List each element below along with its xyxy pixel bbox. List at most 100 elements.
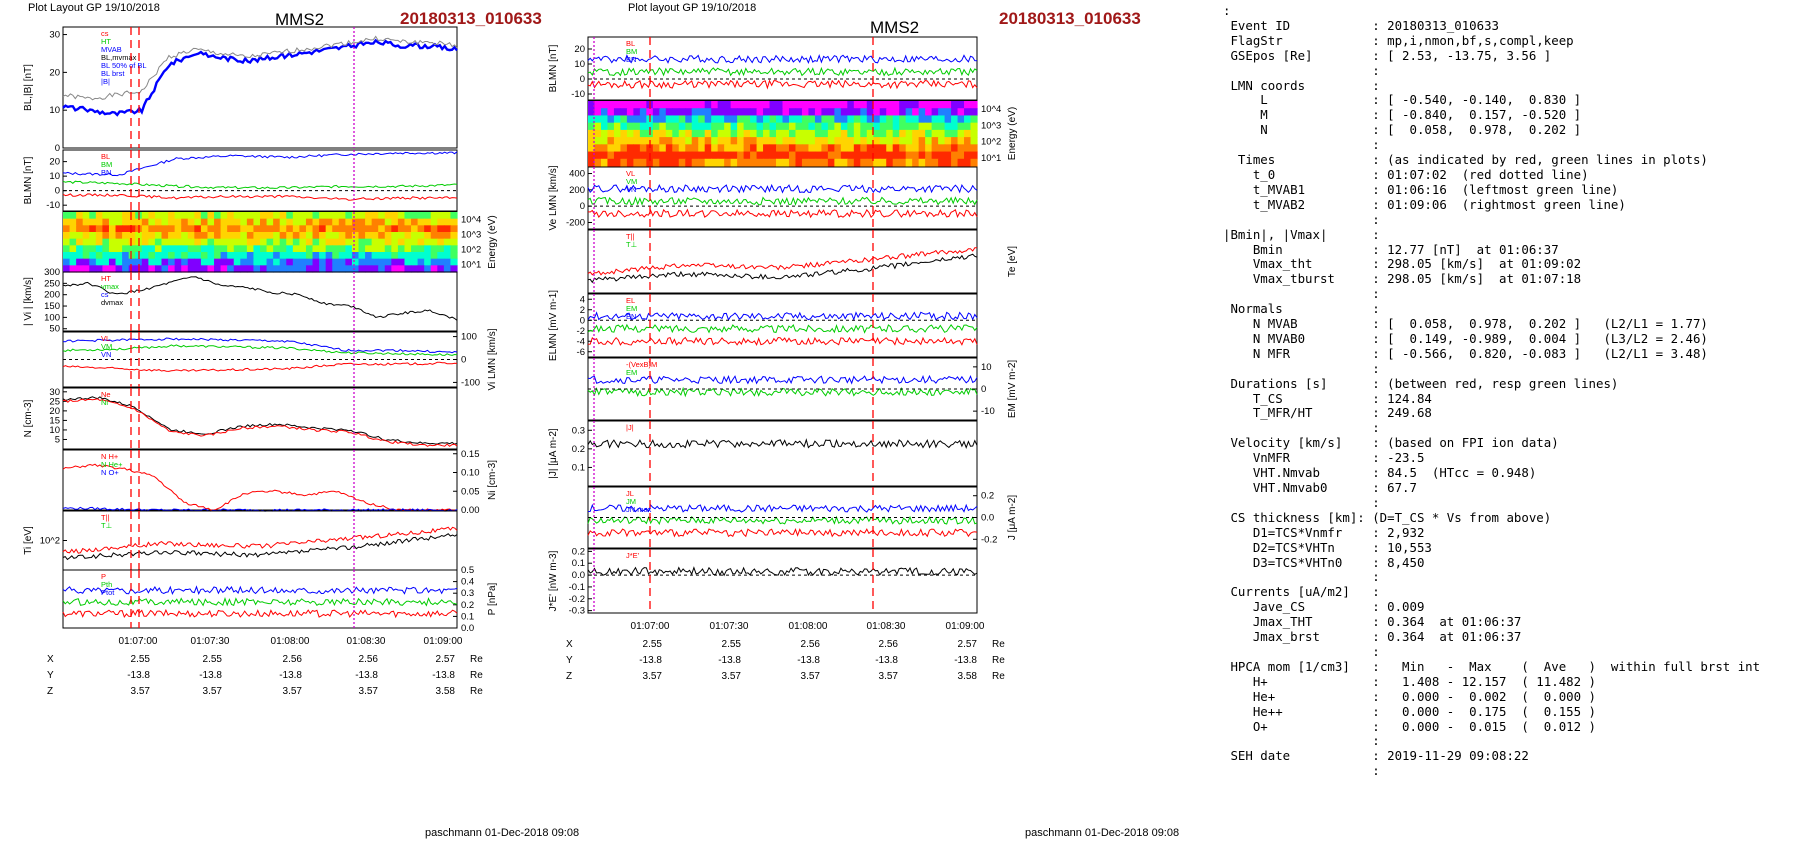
panel-left-2-ytick-label: 10 xyxy=(49,171,60,182)
left-pos-value: 2.57 xyxy=(436,654,456,665)
panel-left-3-cell xyxy=(181,225,189,233)
right-pos-unit: Re xyxy=(992,655,1005,666)
panel-left-3-cell xyxy=(187,218,195,226)
panel-left-3-cell xyxy=(430,238,438,246)
panel-right-2-cell xyxy=(886,115,894,124)
panel-right-9-ytick-label: 0.0 xyxy=(572,570,585,581)
panel-left-6-series-ne xyxy=(62,396,458,445)
panel-right-2-cell xyxy=(879,108,887,117)
panel-left-3-cell xyxy=(207,218,215,226)
panel-right-2-ytick-label: 10^2 xyxy=(981,137,1001,148)
panel-right-2-cell xyxy=(594,144,602,153)
panel-right-2-cell xyxy=(672,122,680,131)
panel-left-3-cell xyxy=(69,218,77,226)
panel-left-4-ytick-label: 150 xyxy=(44,301,60,312)
panel-right-2-cell xyxy=(724,108,732,117)
panel-right-2-cell xyxy=(600,151,609,160)
panel-left-3-cell xyxy=(148,252,156,260)
panel-right-2-cell xyxy=(951,144,959,153)
panel-left-3-cell xyxy=(115,238,123,246)
panel-left-3-cell xyxy=(378,232,386,240)
panel-right-8-ytick-label: 0.2 xyxy=(981,491,994,502)
panel-right-2-cell xyxy=(853,137,861,145)
panel-right-2-cell xyxy=(620,115,628,124)
panel-right-2-cell xyxy=(607,101,615,109)
panel-left-3-cell xyxy=(450,218,458,226)
panel-left-3-cell xyxy=(63,218,71,226)
panel-left-3-cell xyxy=(174,238,182,246)
panel-right-2-cell xyxy=(801,122,810,131)
panel-right-8-ylabel: J [μA m-2] xyxy=(1007,495,1018,540)
event-info-text: : Event ID : 20180313_010633 FlagStr : m… xyxy=(1223,3,1761,779)
panel-left-3-cell xyxy=(128,258,136,266)
panel-right-2-cell xyxy=(847,137,855,145)
panel-left-3-cell xyxy=(122,238,130,246)
panel-right-1-ytick-label: 10 xyxy=(574,59,585,70)
panel-right-2-cell xyxy=(925,158,933,167)
panel-left-3-cell xyxy=(253,212,261,220)
panel-left-3-cell xyxy=(411,258,419,266)
left-pos-value: -13.8 xyxy=(432,670,455,681)
panel-left-3-cell xyxy=(371,252,379,260)
panel-right-2-cell xyxy=(814,108,822,117)
panel-left-3-cell xyxy=(299,258,307,266)
panel-right-2-cell xyxy=(905,158,913,167)
right-pos-value: -13.8 xyxy=(875,655,898,666)
panel-right-2-cell xyxy=(834,129,842,138)
panel-left-3-cell xyxy=(154,218,163,226)
panel-left-3-ylabel: Energy (eV) xyxy=(487,215,498,268)
panel-right-2-cell xyxy=(834,151,842,160)
panel-right-2-cell xyxy=(899,151,907,160)
panel-left-3-cell xyxy=(332,212,340,220)
panel-left-6-ytick-label: 5 xyxy=(55,434,60,445)
panel-right-2-cell xyxy=(737,137,745,145)
panel-right-2-cell xyxy=(659,115,667,124)
panel-right-2-cell xyxy=(763,129,771,138)
panel-left-6-legend-0: Ne xyxy=(101,390,111,399)
panel-right-2-cell xyxy=(970,108,978,117)
panel-left-3-cell xyxy=(286,225,294,233)
panel-right-2-cell xyxy=(808,137,816,145)
panel-right-2-cell xyxy=(639,144,647,153)
panel-left-3-cell xyxy=(351,265,360,273)
panel-right-2-cell xyxy=(685,122,693,131)
panel-left-3-cell xyxy=(437,252,445,260)
panel-left-3-cell xyxy=(286,218,294,226)
panel-right-2-cell xyxy=(808,101,816,109)
panel-left-3-cell xyxy=(266,225,274,233)
panel-left-3-cell xyxy=(266,238,274,246)
panel-left-3-cell xyxy=(397,245,406,253)
panel-left-3-cell xyxy=(286,245,294,253)
panel-left-3-cell xyxy=(82,252,90,260)
panel-right-2-cell xyxy=(737,144,745,153)
panel-left-3-cell xyxy=(345,265,353,273)
panel-right-2-cell xyxy=(931,158,939,167)
panel-left-9-trace-1 xyxy=(62,597,458,607)
panel-left-8-trace-perp xyxy=(62,533,458,561)
panel-right-2-cell xyxy=(665,108,673,117)
panel-right-2-cell xyxy=(860,144,868,153)
panel-left-3-cell xyxy=(266,252,274,260)
panel-left-3-cell xyxy=(128,212,136,220)
panel-left-3-cell xyxy=(358,265,366,273)
panel-left-3-cell xyxy=(89,252,97,260)
panel-right-2-cell xyxy=(866,115,874,124)
panel-right-2-cell xyxy=(879,129,887,138)
panel-left-3-cell xyxy=(273,225,281,233)
panel-right-2-cell xyxy=(620,122,628,131)
panel-right-4-legend-0: T|| xyxy=(626,232,635,241)
panel-left-1-legend-5: BL brst xyxy=(101,69,125,78)
panel-right-2-cell xyxy=(626,151,634,160)
panel-right-2-cell xyxy=(678,158,686,167)
panel-right-2-cell xyxy=(970,151,978,160)
panel-left-1-legend-0: cs xyxy=(101,29,109,38)
panel-right-2-cell xyxy=(918,129,926,138)
panel-left-3-cell xyxy=(450,232,458,240)
panel-left-2-legend-2: BN xyxy=(101,168,111,177)
panel-right-2-cell xyxy=(691,108,699,117)
panel-right-2-cell xyxy=(776,137,784,145)
panel-left-9-legend-2: Ptot xyxy=(101,588,115,597)
panel-left-3-cell xyxy=(89,265,97,273)
panel-left-3-cell xyxy=(161,252,169,260)
panel-left-3-cell xyxy=(358,252,366,260)
